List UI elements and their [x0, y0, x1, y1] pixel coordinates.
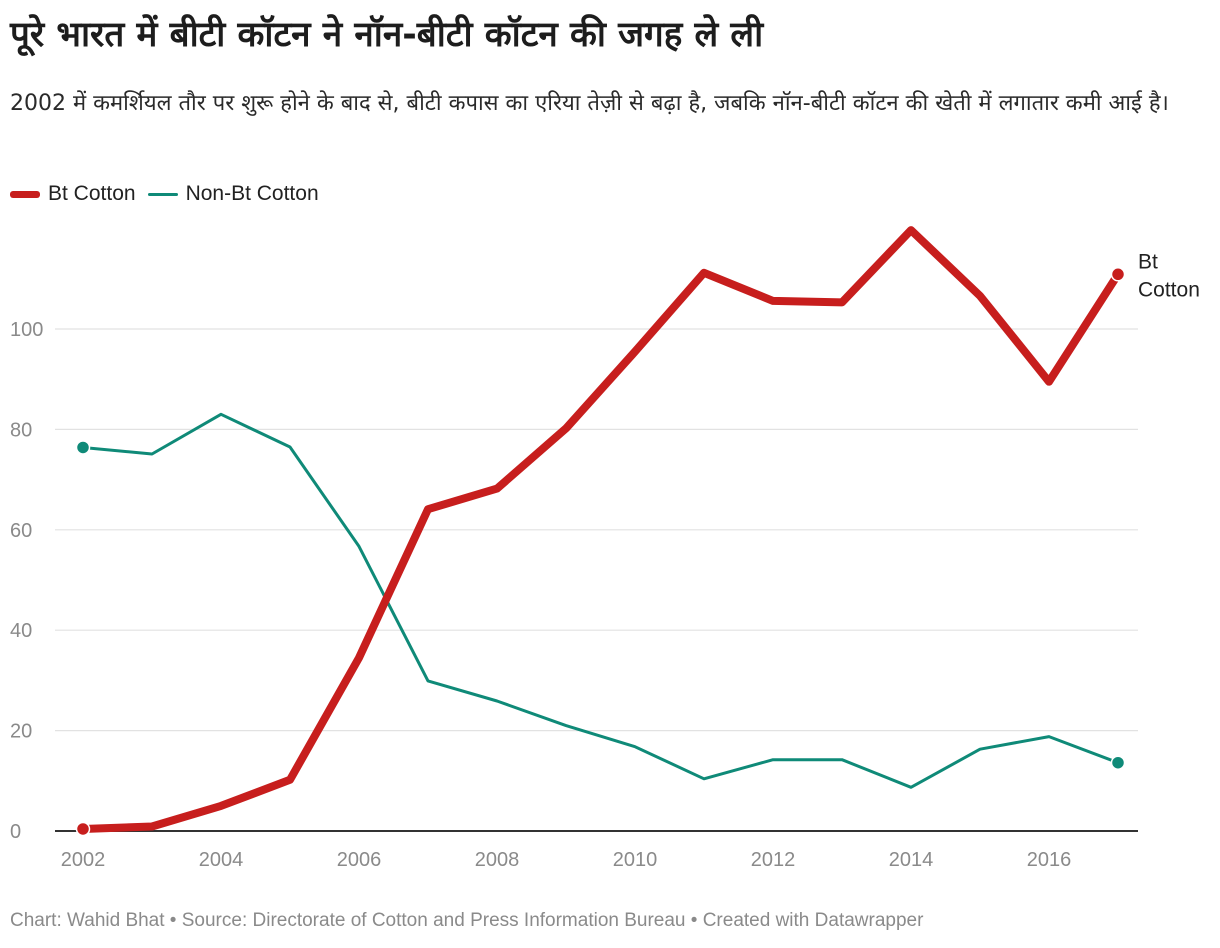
page-title: पूरे भारत में बीटी कॉटन ने नॉन-बीटी कॉटन…	[10, 15, 764, 55]
y-tick-label-60: 60	[10, 520, 32, 542]
x-tick-label-2012: 2012	[751, 849, 796, 871]
x-tick-label-2006: 2006	[337, 849, 382, 871]
data-point-non-bt-cotton-2002	[75, 440, 91, 455]
data-point-bt-cotton-2017	[1110, 267, 1126, 282]
y-tick-label-100: 100	[10, 319, 43, 341]
y-tick-label-80: 80	[10, 419, 32, 441]
legend-label-bt-cotton: Bt Cotton	[48, 182, 136, 205]
series-line-non-bt-cotton	[81, 412, 1120, 789]
x-tick-label-2014: 2014	[889, 849, 934, 871]
end-labels: Bt Cotton	[1138, 250, 1200, 301]
series-line-bt-cotton	[79, 226, 1122, 833]
end-label-bt-cotton-line-1: Bt	[1138, 250, 1158, 273]
legend-label-non-bt-cotton: Non-Bt Cotton	[185, 182, 319, 205]
y-tick-label-0: 0	[10, 821, 21, 843]
line-chart: 0 20 40 60 80 100 2002 2004 2006 2008 2010 2012 2014…	[10, 226, 1200, 871]
x-tick-label-2008: 2008	[475, 849, 520, 871]
series	[75, 226, 1126, 837]
x-tick-label-2010: 2010	[613, 849, 658, 871]
x-tick-label-2004: 2004	[199, 849, 244, 871]
footer-credit: Chart: Wahid Bhat • Source: Directorate …	[10, 910, 924, 931]
data-point-bt-cotton-2002	[75, 821, 91, 837]
legend-swatch-bt-cotton	[10, 190, 40, 198]
axis-ticks: 0 20 40 60 80 100 2002 2004 2006 2008 2010 2012 2014…	[10, 319, 1071, 871]
legend-item-bt-cotton: Bt Cotton	[10, 182, 136, 206]
subtitle: 2002 में कमर्शियल तौर पर शुरू होने के बा…	[10, 91, 1169, 116]
legend: Bt Cotton Non-Bt Cotton	[10, 180, 331, 208]
y-tick-label-20: 20	[10, 721, 32, 743]
data-point-non-bt-cotton-2017	[1110, 755, 1126, 770]
end-label-bt-cotton-line-2: Cotton	[1138, 278, 1200, 301]
grid	[55, 328, 1138, 832]
x-tick-label-2002: 2002	[61, 849, 106, 871]
x-tick-label-2016: 2016	[1027, 849, 1072, 871]
legend-swatch-non-bt-cotton	[147, 192, 178, 196]
y-tick-label-40: 40	[10, 620, 32, 642]
legend-item-non-bt-cotton: Non-Bt Cotton	[147, 182, 319, 206]
